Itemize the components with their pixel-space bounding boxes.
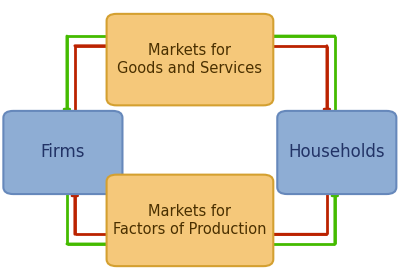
Text: Households: Households [288, 143, 385, 162]
Text: Markets for
Goods and Services: Markets for Goods and Services [118, 43, 262, 76]
FancyBboxPatch shape [106, 175, 273, 266]
Text: Markets for
Factors of Production: Markets for Factors of Production [113, 204, 267, 237]
FancyBboxPatch shape [106, 14, 273, 105]
Text: Firms: Firms [41, 143, 85, 162]
FancyBboxPatch shape [3, 111, 122, 194]
FancyBboxPatch shape [277, 111, 396, 194]
